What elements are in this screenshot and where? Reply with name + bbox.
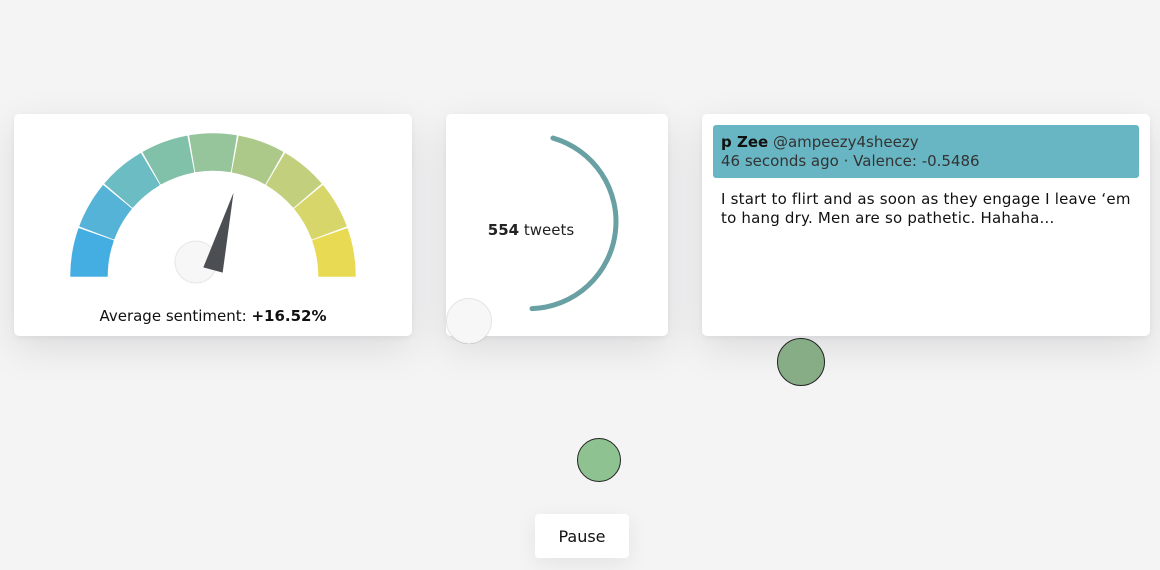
gauge-segment (104, 153, 160, 208)
tweet-bubble[interactable] (577, 438, 621, 482)
tweet-bubble[interactable] (777, 338, 825, 386)
tweet-count: 554 tweets (446, 221, 616, 239)
gauge-segment (266, 153, 322, 208)
gauge-needle (203, 192, 234, 273)
average-sentiment-label: Average sentiment: (99, 307, 247, 325)
average-sentiment: Average sentiment: +16.52% (14, 307, 412, 325)
tweet-valence-value: -0.5486 (921, 152, 980, 170)
bubble-shadow-circle (446, 298, 492, 344)
sentiment-gauge-card: Average sentiment: +16.52% (14, 114, 412, 336)
tweet-meta-separator: · (843, 152, 849, 170)
tweet-count-value: 554 (487, 221, 520, 239)
tweet-count-card: 554 tweets (446, 114, 668, 336)
tweet-author-handle: @ampeezy4sheezy (772, 133, 919, 151)
average-sentiment-value: +16.52% (251, 307, 327, 325)
tweet-count-ring (529, 135, 619, 312)
tweet-timestamp: 46 seconds ago (721, 152, 839, 170)
gauge-segment (70, 228, 114, 277)
tweet-author-name: p Zee (721, 133, 769, 151)
tweet-count-unit: tweets (523, 221, 575, 239)
gauge-segment (142, 135, 195, 185)
gauge-segment (294, 185, 347, 240)
gauge-segment (189, 133, 237, 173)
tweet-text: I start to flirt and as soon as they eng… (721, 190, 1131, 227)
gauge-segment (79, 185, 132, 240)
tweet-header: p Zee @ampeezy4sheezy 46 seconds ago · V… (713, 125, 1139, 178)
tweet-count-arc (529, 135, 619, 312)
gauge-segment (231, 135, 284, 185)
gauge-segment (312, 228, 356, 277)
tweet-valence-label: Valence: (853, 152, 917, 170)
sentiment-gauge (70, 133, 356, 284)
tweet-card: p Zee @ampeezy4sheezy 46 seconds ago · V… (702, 114, 1150, 336)
pause-button[interactable]: Pause (535, 514, 629, 558)
